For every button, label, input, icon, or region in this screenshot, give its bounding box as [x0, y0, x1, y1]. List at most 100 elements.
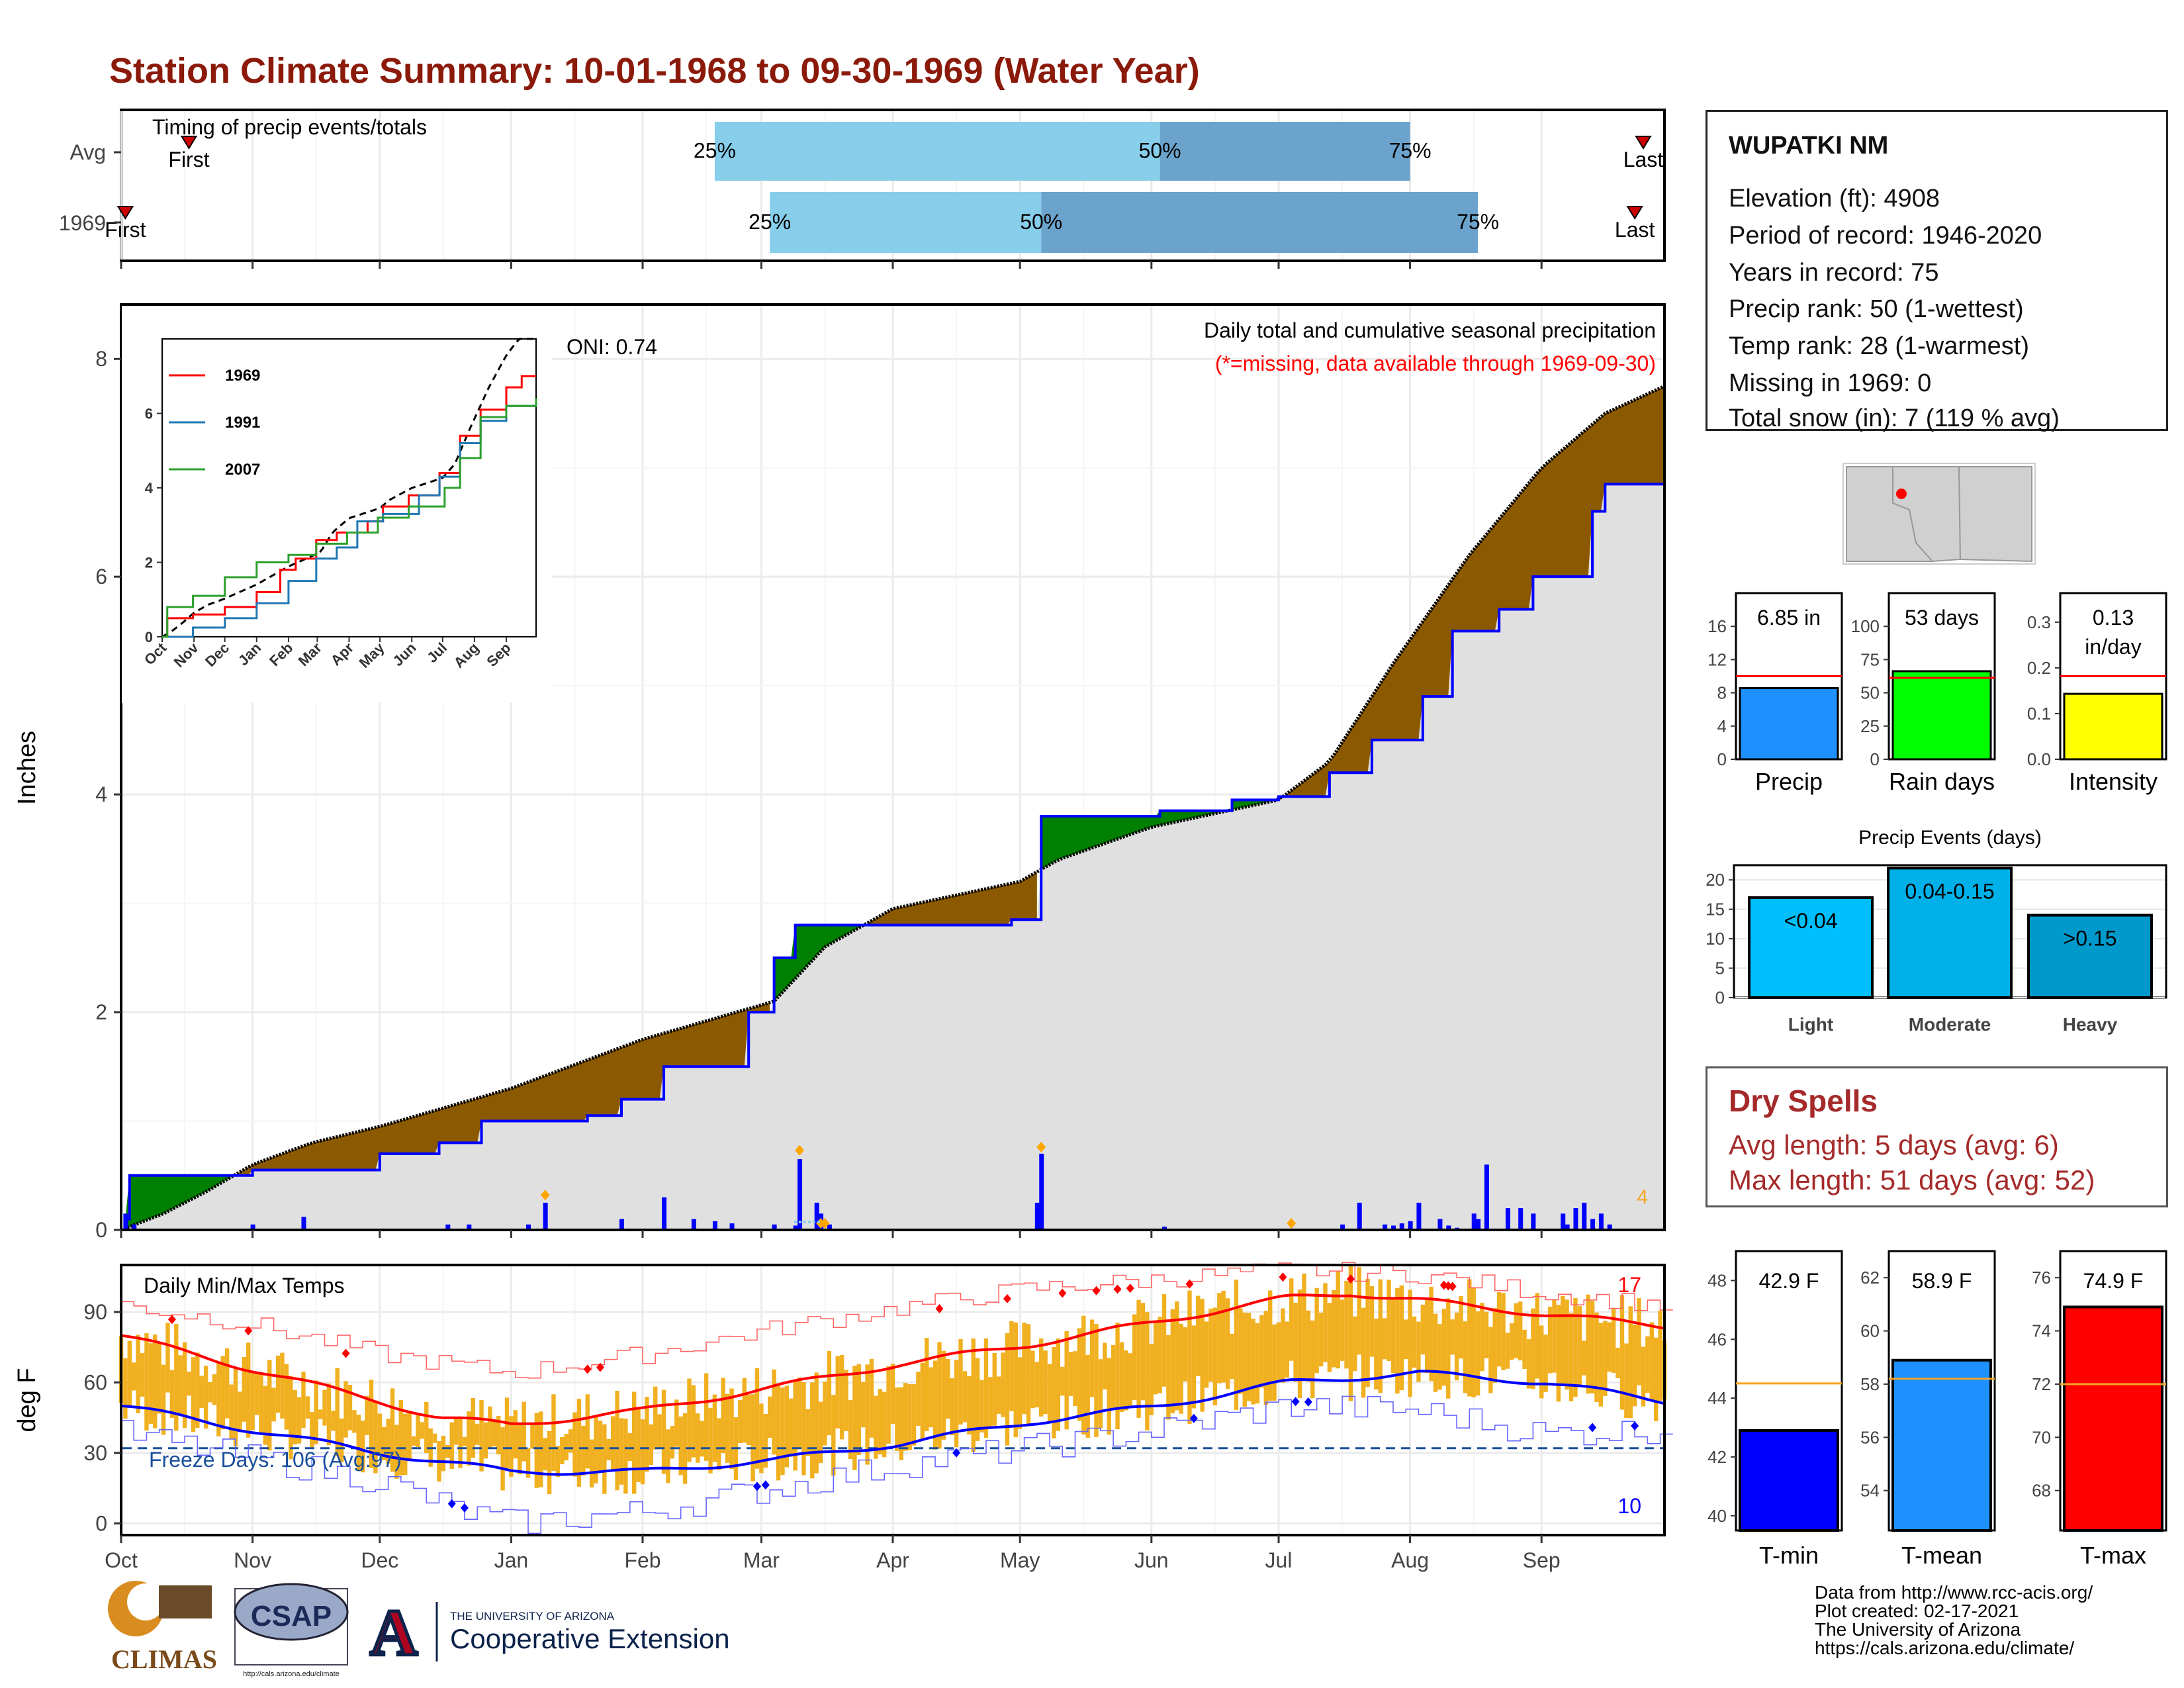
- daily-temp-bar: [1158, 1317, 1162, 1393]
- daily-temp-bar: [479, 1400, 484, 1472]
- daily-temp-bar: [1437, 1324, 1442, 1390]
- dry-spells-box: Dry Spells Avg length: 5 days (avg: 6) M…: [1706, 1066, 2168, 1207]
- daily-temp-bar: [1073, 1351, 1077, 1407]
- daily-temp-bar: [208, 1382, 212, 1403]
- precip-chart-title: Daily total and cumulative seasonal prec…: [1204, 318, 1656, 342]
- daily-temp-bar: [1022, 1323, 1026, 1415]
- daily-temp-bar: [1200, 1299, 1205, 1412]
- events-bar: [1748, 896, 1874, 1000]
- daily-temp-bar: [696, 1413, 700, 1463]
- daily-temp-bar: [1573, 1298, 1578, 1397]
- daily-temp-bar: [424, 1401, 429, 1454]
- precip-corner-count: 4: [1637, 1186, 1648, 1208]
- daily-temp-bar: [916, 1372, 921, 1426]
- daily-temp-bar: [169, 1370, 175, 1419]
- daily-temp-bar: [1017, 1357, 1023, 1429]
- daily-temp-bar: [725, 1393, 730, 1463]
- inset-legend-label: 1991: [225, 414, 260, 432]
- month-label: Jul: [1265, 1548, 1293, 1572]
- daily-temp-bar: [284, 1364, 289, 1430]
- daily-temp-bar: [1166, 1335, 1171, 1420]
- record-high-marker: [935, 1303, 944, 1313]
- avg-max-line: [120, 1293, 1665, 1425]
- events-bar-label: <0.04: [1784, 909, 1838, 933]
- daily-temp-bar: [589, 1439, 594, 1488]
- daily-precip-bar: [1340, 1224, 1345, 1230]
- daily-temp-bar: [373, 1400, 378, 1474]
- temp-summary-ytick-label: 42: [1707, 1447, 1727, 1467]
- daily-temp-bar: [670, 1426, 675, 1459]
- daily-temp-bar: [903, 1383, 908, 1451]
- daily-temp-bar: [1187, 1290, 1192, 1424]
- daily-temp-bar: [1526, 1339, 1531, 1389]
- daily-temp-bar: [708, 1407, 713, 1474]
- daily-temp-bar: [1154, 1321, 1158, 1395]
- dry-max-length: Max length: 51 days (avg: 52): [1729, 1164, 2095, 1196]
- precip-ytick-label: 2: [95, 1000, 107, 1024]
- daily-temp-bar: [704, 1373, 709, 1461]
- mini-chart-bar: [1891, 670, 1992, 761]
- daily-temp-bar: [1594, 1312, 1599, 1402]
- daily-temp-bar: [1230, 1333, 1234, 1380]
- daily-temp-bar: [522, 1401, 526, 1462]
- daily-temp-bar: [339, 1418, 344, 1463]
- daily-temp-bar: [1149, 1343, 1154, 1415]
- record-high-marker: [596, 1362, 604, 1372]
- precip-ytick-label: 4: [95, 782, 107, 806]
- month-label: Aug: [1391, 1548, 1429, 1572]
- daily-temp-bar: [805, 1409, 811, 1456]
- daily-temp-bar: [631, 1391, 637, 1494]
- daily-temp-bar: [174, 1324, 179, 1431]
- mini-chart-ytick-label: 16: [1707, 616, 1727, 636]
- uofa-logo-big: Cooperative Extension: [450, 1623, 730, 1654]
- daily-temp-bar: [831, 1395, 836, 1476]
- events-category-label: Heavy: [2063, 1014, 2118, 1035]
- daily-temp-bar: [640, 1419, 645, 1485]
- daily-temp-bar: [1382, 1318, 1387, 1360]
- daily-temp-bar: [1429, 1286, 1433, 1382]
- daily-temp-bar: [1332, 1290, 1336, 1368]
- daily-temp-bar: [1094, 1324, 1099, 1437]
- daily-temp-bar: [691, 1385, 696, 1458]
- daily-temp-bar: [1539, 1325, 1544, 1399]
- daily-precip-bar: [1399, 1223, 1404, 1230]
- temp-summary-ytick-label: 62: [1860, 1268, 1880, 1288]
- daily-temp-bar: [636, 1409, 641, 1482]
- obs-cumulative-line: [121, 483, 1664, 1231]
- daily-temp-bar: [971, 1338, 976, 1452]
- daily-temp-bar: [1450, 1319, 1455, 1355]
- climas-logo-text: CLIMAS: [111, 1644, 217, 1674]
- daily-temp-bar: [483, 1422, 488, 1459]
- daily-temp-bar: [1034, 1362, 1040, 1408]
- missing-line: Missing in 1969: 0: [1729, 369, 1932, 397]
- temp-summary-ytick-label: 72: [2032, 1374, 2051, 1394]
- daily-temp-bar: [509, 1416, 514, 1477]
- daily-temp-bar: [1221, 1290, 1226, 1383]
- daily-temp-bar: [1056, 1338, 1061, 1431]
- daily-temp-bar: [1132, 1314, 1137, 1400]
- timing-bar-q2-q3: [1160, 122, 1410, 181]
- daily-temp-bar: [1170, 1309, 1175, 1413]
- station-summary-box: WUPATKI NM Elevation (ft): 4908 Period o…: [1706, 110, 2168, 432]
- daily-temp-bar: [356, 1414, 361, 1471]
- daily-temp-bar: [238, 1391, 242, 1432]
- record-high-marker: [583, 1364, 592, 1374]
- credit-line-source: Data from http://www.rcc-acis.org/: [1815, 1582, 2093, 1603]
- daily-temp-bar: [1501, 1293, 1506, 1371]
- daily-temp-bar: [1369, 1286, 1375, 1357]
- daily-temp-bar: [738, 1400, 743, 1444]
- temp-summary-ytick-label: 74: [2032, 1321, 2051, 1341]
- uofa-logo-letter: A: [370, 1596, 418, 1669]
- daily-temp-bar: [1124, 1350, 1128, 1411]
- daily-temp-bar: [1208, 1308, 1213, 1382]
- daily-temp-bar: [835, 1356, 840, 1429]
- daily-precip-bar: [1034, 1202, 1040, 1230]
- daily-temp-bar: [653, 1386, 658, 1450]
- daily-temp-bar: [878, 1389, 882, 1455]
- daily-temp-bar: [1263, 1311, 1268, 1405]
- daily-temp-bar: [1293, 1302, 1298, 1382]
- record-high-marker: [1126, 1284, 1134, 1293]
- daily-temp-bar: [1624, 1343, 1629, 1419]
- mini-chart-label: Precip: [1755, 768, 1823, 795]
